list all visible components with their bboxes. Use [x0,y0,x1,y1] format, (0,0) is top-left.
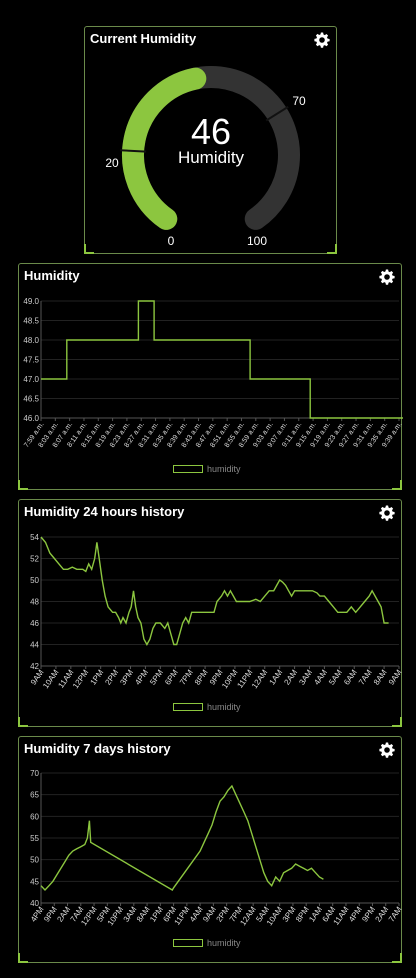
x-tick-label: 6AM [342,668,359,687]
y-tick-label: 52 [30,555,39,564]
gauge-value: 46 [191,111,231,152]
y-tick-label: 54 [30,533,39,542]
x-tick-label: 1AM [307,905,324,924]
x-tick-label: 6PM [163,668,180,687]
x-tick-label: 1PM [88,668,105,687]
x-tick-label: 4PM [347,905,364,924]
legend-label: humidity [207,938,241,948]
x-tick-label: 12AM [250,668,270,691]
x-tick-label: 4PM [133,668,150,687]
x-tick-label: 3AM [297,668,314,687]
resize-corner [18,480,28,490]
x-tick-label: 9AM [201,905,218,924]
chart-legend: humidity [173,702,241,712]
x-tick-label: 2PM [103,668,120,687]
resize-corner [18,717,28,727]
x-tick-label: 5AM [327,668,344,687]
legend-swatch [173,465,203,473]
gauge-chart: 46 Humidity 0 100 20 70 [85,27,338,255]
x-tick-label: 2PM [214,905,231,924]
x-tick-label: 7AM [357,668,374,687]
x-tick-label: 9PM [42,905,59,924]
x-tick-label: 9PM [360,905,377,924]
legend-swatch [173,939,203,947]
gauge-max-label: 100 [247,234,267,248]
gauge-threshold-low-label: 20 [105,156,119,170]
x-tick-label: 2AM [55,905,72,924]
x-tick-label: 1PM [148,905,165,924]
legend-swatch [173,703,203,711]
y-tick-label: 49.0 [23,297,39,306]
y-tick-label: 46 [30,619,39,628]
y-tick-label: 45 [30,877,39,886]
gauge-panel: Current Humidity 46 Humidity 0 100 20 70 [84,26,337,254]
y-tick-label: 48.0 [23,336,39,345]
y-tick-label: 70 [30,769,39,778]
x-tick-label: 4AM [188,905,205,924]
chart-legend: humidity [173,938,241,948]
gauge-label: Humidity [178,148,245,167]
humidity-line-chart: 46.046.547.047.548.048.549.07:59 a.m.8:0… [19,264,403,491]
x-tick-label: 10PM [220,668,240,691]
y-tick-label: 47.0 [23,375,39,384]
resize-handle[interactable] [392,480,402,490]
y-tick-label: 50 [30,576,39,585]
x-tick-label: 1AM [267,668,284,687]
chart-legend: humidity [173,464,241,474]
x-tick-label: 2AM [374,905,391,924]
y-tick-label: 60 [30,812,39,821]
y-tick-label: 50 [30,856,39,865]
resize-handle[interactable] [392,953,402,963]
series-line-humidity [41,537,389,645]
resize-handle[interactable] [392,717,402,727]
y-tick-label: 46.5 [23,395,39,404]
x-tick-label: 8AM [372,668,389,687]
x-tick-label: 9AM [387,668,403,687]
y-tick-label: 48 [30,598,39,607]
y-tick-label: 48.5 [23,317,39,326]
x-tick-label: 8PM [294,905,311,924]
humidity-7d-line-chart: 404550556065704PM9PM2AM7AM12PM5PM10PM3AM… [19,737,403,964]
resize-corner [18,953,28,963]
y-tick-label: 65 [30,791,39,800]
x-tick-label: 2AM [282,668,299,687]
x-tick-label: 3PM [281,905,298,924]
legend-label: humidity [207,464,241,474]
x-tick-label: 5PM [148,668,165,687]
humidity-7d-panel: Humidity 7 days history 40 45 50 55 60 65 70 4P… [18,736,402,963]
resize-corner [84,244,94,254]
x-tick-label: 7PM [178,668,195,687]
y-tick-label: 47.5 [23,356,39,365]
humidity-24h-line-chart: 424446485052549AM10AM11AM12PM1PM2PM3PM4P… [19,500,403,728]
gauge-threshold-low-tick [120,150,146,151]
humidity-24h-panel: Humidity 24 hours history 42 44 46 48 50 52 54… [18,499,402,727]
y-tick-label: 44 [30,641,39,650]
gauge-min-label: 0 [168,234,175,248]
y-tick-label: 55 [30,834,39,843]
x-tick-label: 3AM [122,905,139,924]
resize-handle[interactable] [327,244,337,254]
humidity-panel: Humidity 46.0 46.5 47.0 47.5 48.0 48.5 49.0 7:5… [18,263,402,490]
x-tick-label: 8AM [135,905,152,924]
x-tick-label: 3PM [118,668,135,687]
gauge-threshold-high-label: 70 [292,94,306,108]
x-tick-label: 12PM [71,668,91,691]
x-tick-label: 4AM [312,668,329,687]
x-tick-label: 8PM [193,668,210,687]
legend-label: humidity [207,702,241,712]
y-tick-label: 46.0 [23,414,39,423]
x-tick-label: 10AM [41,668,61,691]
x-tick-label: 7AM [387,905,403,924]
